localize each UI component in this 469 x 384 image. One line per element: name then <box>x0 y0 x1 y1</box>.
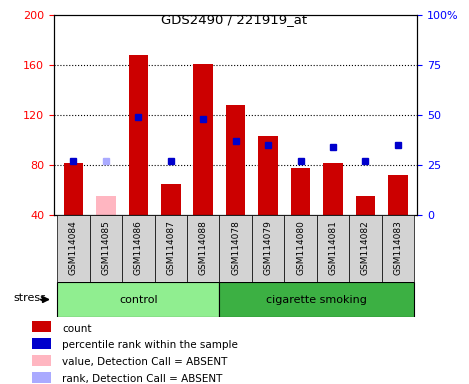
Text: GSM114088: GSM114088 <box>199 220 208 275</box>
Text: value, Detection Call = ABSENT: value, Detection Call = ABSENT <box>62 358 227 367</box>
Bar <box>32 372 52 383</box>
Text: GSM114079: GSM114079 <box>264 220 272 275</box>
Text: GDS2490 / 221919_at: GDS2490 / 221919_at <box>161 13 308 26</box>
Text: GSM114081: GSM114081 <box>328 220 338 275</box>
Bar <box>323 163 343 215</box>
Bar <box>226 105 245 215</box>
Bar <box>284 215 317 282</box>
Bar <box>161 184 181 215</box>
Bar <box>122 215 155 282</box>
Text: control: control <box>119 295 158 305</box>
Text: GSM114083: GSM114083 <box>393 220 402 275</box>
Bar <box>96 196 115 215</box>
Bar <box>349 215 382 282</box>
Text: GSM114080: GSM114080 <box>296 220 305 275</box>
Bar <box>194 64 213 215</box>
Bar <box>32 338 52 349</box>
Text: GSM114085: GSM114085 <box>101 220 110 275</box>
Text: GSM114084: GSM114084 <box>69 220 78 275</box>
Text: GSM114078: GSM114078 <box>231 220 240 275</box>
Bar <box>32 321 52 332</box>
Bar <box>219 282 414 317</box>
Bar <box>64 163 83 215</box>
Bar <box>317 215 349 282</box>
Bar <box>57 215 90 282</box>
Bar <box>356 196 375 215</box>
Text: GSM114086: GSM114086 <box>134 220 143 275</box>
Text: cigarette smoking: cigarette smoking <box>266 295 367 305</box>
Text: rank, Detection Call = ABSENT: rank, Detection Call = ABSENT <box>62 374 223 384</box>
Text: GSM114087: GSM114087 <box>166 220 175 275</box>
Bar <box>57 282 219 317</box>
Text: percentile rank within the sample: percentile rank within the sample <box>62 341 238 351</box>
Text: stress: stress <box>14 293 46 303</box>
Bar <box>187 215 219 282</box>
Text: count: count <box>62 323 92 334</box>
Bar <box>252 215 284 282</box>
Bar <box>219 215 252 282</box>
Bar <box>155 215 187 282</box>
Bar <box>90 215 122 282</box>
Text: GSM114082: GSM114082 <box>361 220 370 275</box>
Bar <box>291 167 310 215</box>
Bar <box>382 215 414 282</box>
Bar <box>388 175 408 215</box>
Bar <box>32 355 52 366</box>
Bar <box>129 55 148 215</box>
Bar <box>258 136 278 215</box>
